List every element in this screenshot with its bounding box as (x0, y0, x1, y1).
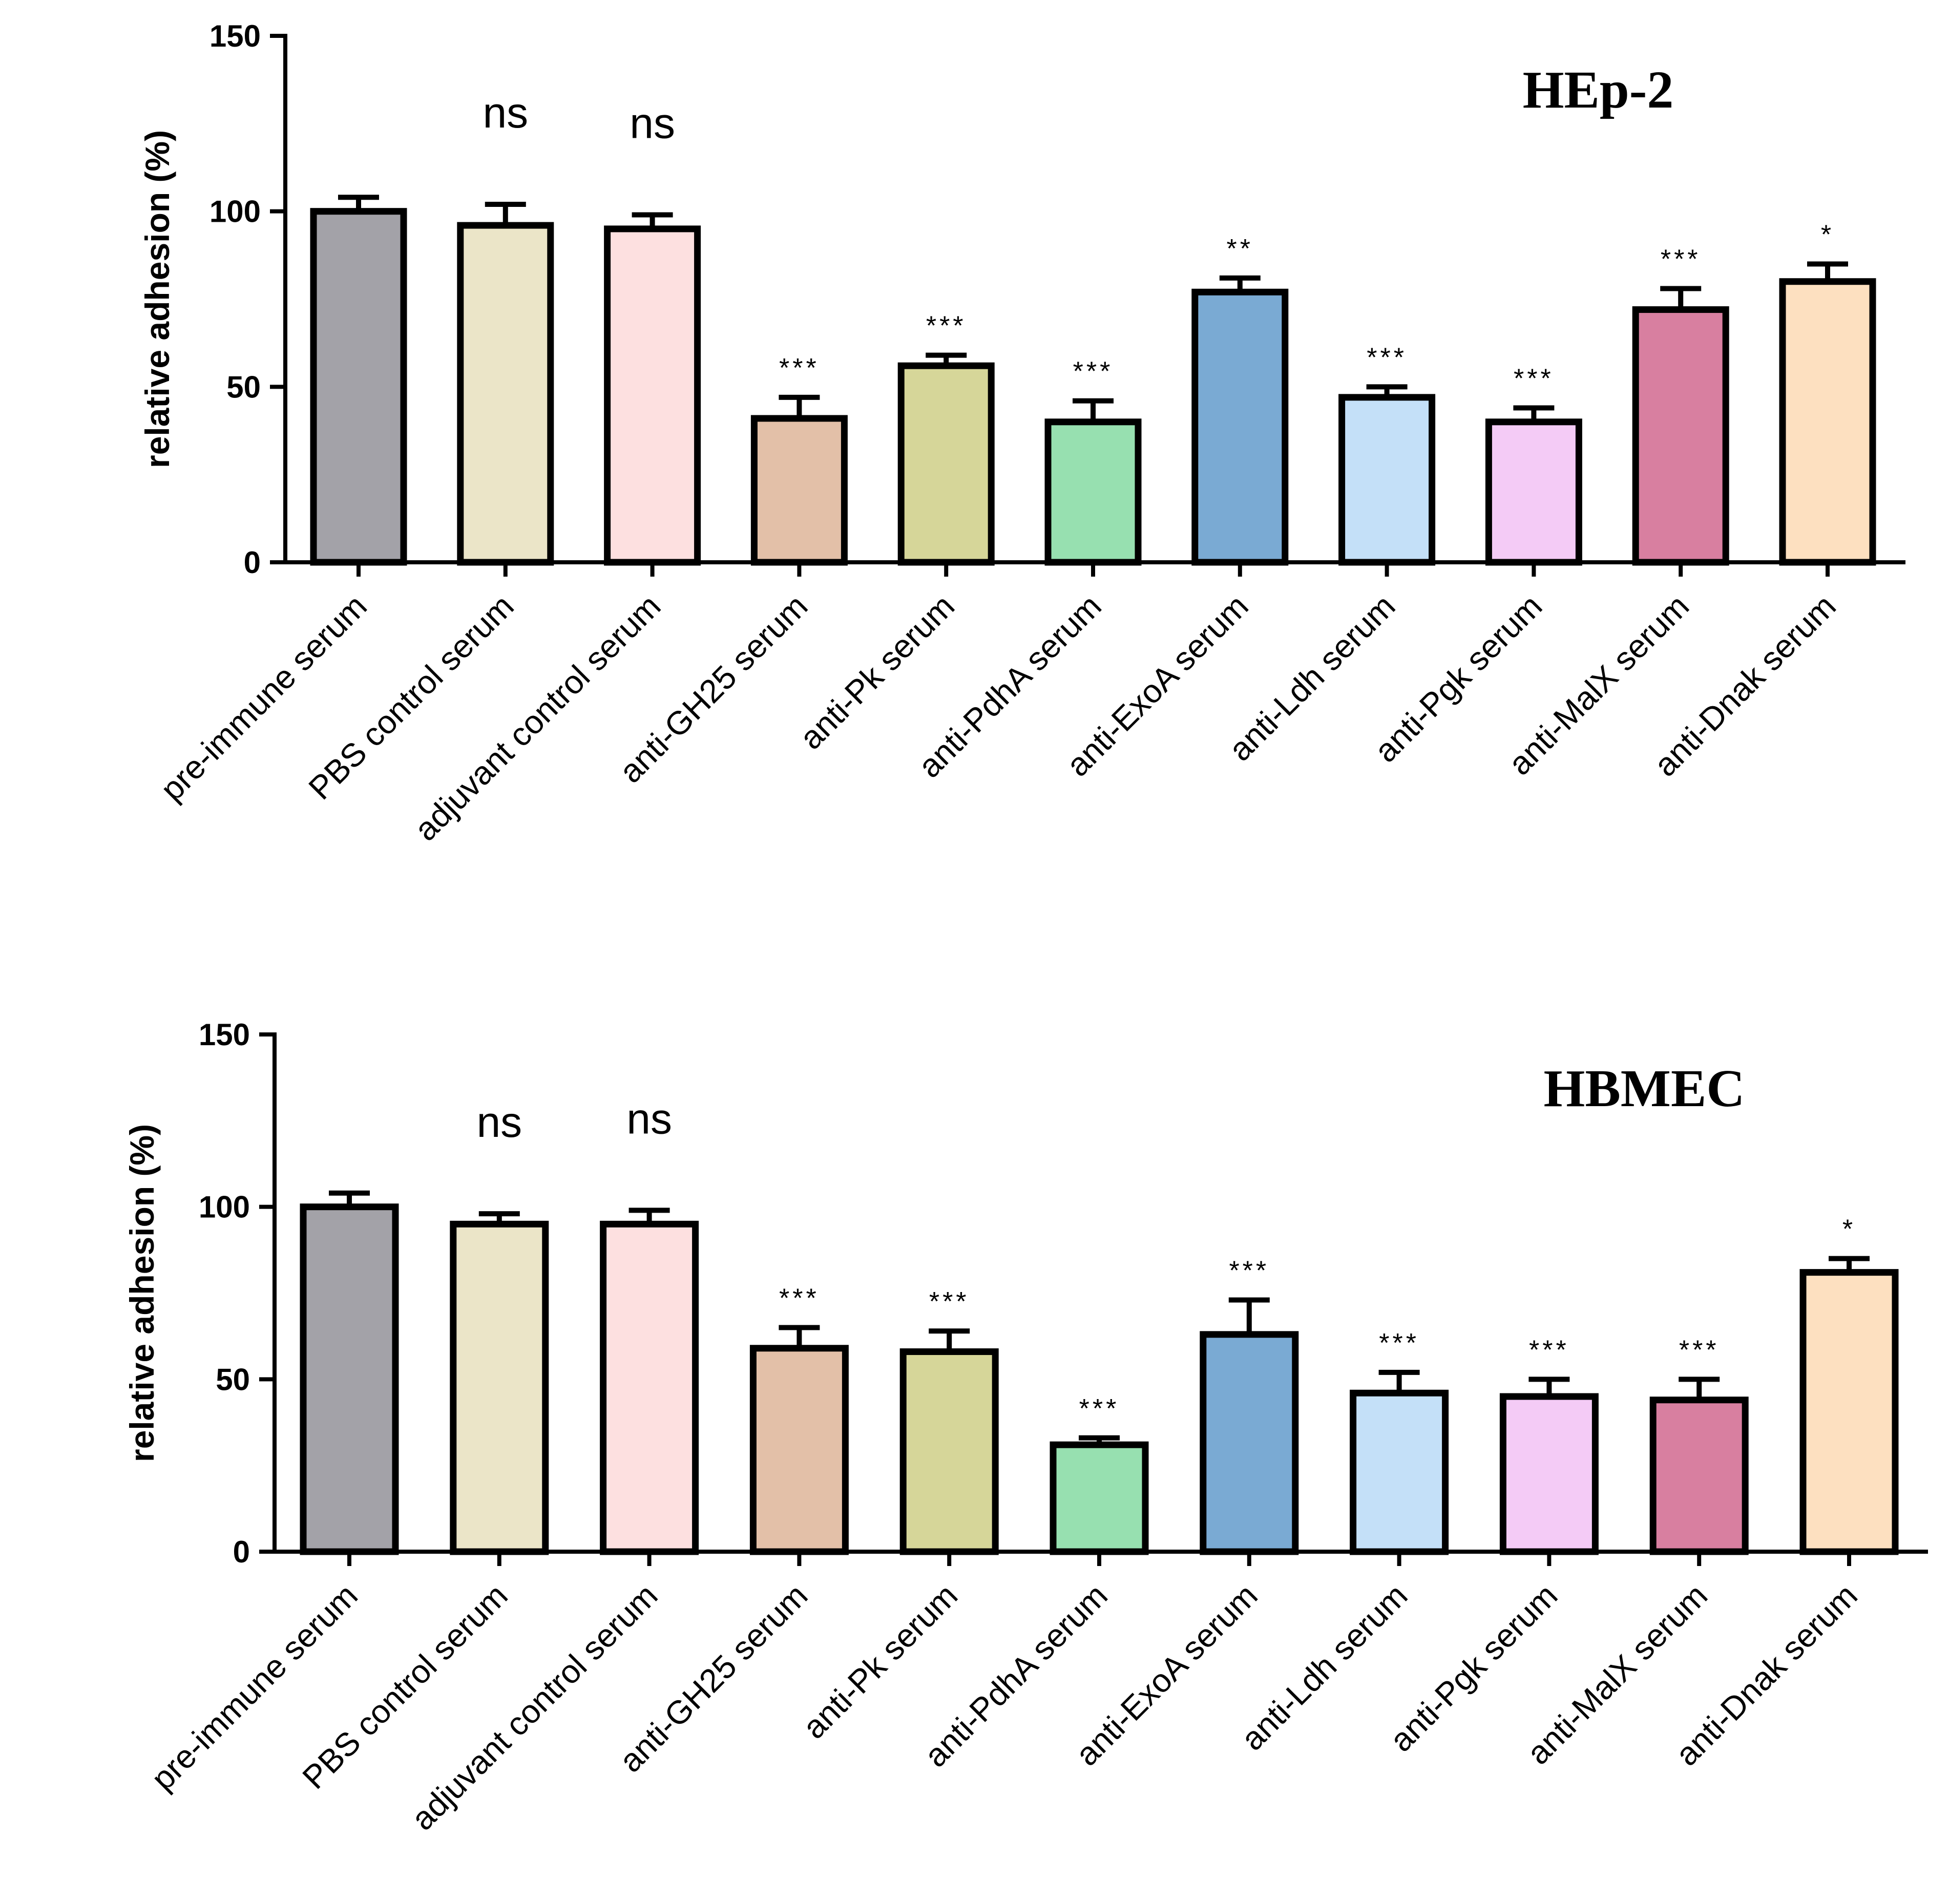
panel-title-0: HEp-2 (1523, 60, 1674, 119)
significance-label-0-3: *** (779, 353, 820, 383)
bar-1-6 (1200, 1331, 1299, 1555)
bar-1-8 (1499, 1393, 1599, 1555)
error-bar-0-2 (632, 212, 673, 229)
significance-label-0-2: ns (630, 99, 675, 147)
bar-1-5 (1050, 1441, 1149, 1555)
error-bar-0-4 (926, 352, 967, 366)
significance-label-0-4: *** (926, 311, 967, 341)
panel-title-1: HBMEC (1544, 1059, 1745, 1118)
bar-0-0 (310, 208, 407, 566)
significance-label-0-5: *** (1073, 357, 1114, 387)
x-tick-label-0-2: adjuvant control serum (407, 587, 668, 848)
bar-0-6 (1191, 288, 1289, 566)
bar-1-10 (1799, 1269, 1899, 1555)
error-bar-0-5 (1073, 398, 1114, 422)
bar-1-3 (749, 1345, 849, 1555)
y-tick-label-0-1: 50 (226, 370, 261, 404)
error-bar-1-1 (478, 1211, 520, 1224)
significance-label-1-5: *** (1079, 1394, 1120, 1424)
significance-label-0-9: *** (1661, 244, 1701, 274)
significance-label-1-1: ns (476, 1098, 522, 1146)
error-bar-1-2 (628, 1208, 670, 1224)
bar-0-2 (604, 225, 701, 566)
y-axis-title-1: relative adhesion (%) (123, 1124, 161, 1462)
bar-0-8 (1485, 418, 1582, 566)
bar-0-9 (1632, 306, 1729, 566)
error-bar-0-7 (1366, 384, 1408, 397)
x-tick-label-1-4: anti-Pk serum (795, 1577, 965, 1746)
significance-label-0-8: *** (1514, 364, 1554, 393)
y-tick-label-0-0: 0 (244, 545, 261, 580)
bar-0-4 (897, 362, 995, 566)
bar-1-0 (300, 1203, 399, 1555)
bar-1-2 (600, 1220, 699, 1555)
error-bar-1-9 (1679, 1377, 1720, 1400)
bar-0-10 (1779, 278, 1876, 566)
bar-0-5 (1044, 418, 1142, 566)
significance-label-0-1: ns (483, 89, 528, 137)
error-bar-1-7 (1378, 1369, 1420, 1393)
error-bar-1-5 (1079, 1435, 1120, 1445)
bar-1-1 (450, 1220, 549, 1555)
y-tick-label-0-2: 100 (209, 195, 261, 229)
y-tick-label-1-1: 50 (216, 1362, 250, 1397)
error-bar-0-6 (1219, 275, 1261, 292)
bar-1-4 (899, 1348, 999, 1555)
significance-label-0-7: *** (1367, 343, 1407, 372)
significance-label-0-10: * (1821, 220, 1834, 249)
significance-label-1-3: *** (779, 1283, 820, 1313)
bar-1-7 (1350, 1389, 1449, 1555)
y-tick-label-0-3: 150 (209, 19, 261, 53)
error-bar-0-0 (338, 195, 379, 211)
error-bar-1-10 (1829, 1256, 1870, 1273)
bar-0-7 (1338, 394, 1436, 566)
significance-label-1-8: *** (1529, 1335, 1569, 1365)
error-bar-0-9 (1660, 286, 1702, 310)
error-bar-0-8 (1513, 405, 1555, 422)
error-bar-1-0 (329, 1190, 370, 1207)
error-bar-0-1 (485, 201, 526, 226)
significance-label-1-2: ns (626, 1094, 672, 1143)
significance-label-1-10: * (1842, 1215, 1856, 1244)
y-tick-label-1-0: 0 (233, 1535, 250, 1569)
x-tick-label-1-2: adjuvant control serum (404, 1577, 665, 1837)
bar-0-1 (457, 222, 554, 566)
x-tick-label-0-4: anti-Pk serum (792, 587, 961, 756)
significance-label-0-6: ** (1227, 234, 1253, 264)
error-bar-1-3 (779, 1325, 820, 1348)
y-tick-label-1-3: 150 (199, 1018, 250, 1052)
error-bar-0-10 (1807, 261, 1848, 282)
bar-1-9 (1649, 1397, 1749, 1555)
significance-label-1-4: *** (929, 1287, 970, 1317)
error-bar-0-3 (779, 394, 820, 419)
error-bar-1-6 (1228, 1297, 1270, 1335)
y-axis-title-0: relative adhesion (%) (138, 130, 176, 468)
error-bar-1-4 (929, 1328, 970, 1352)
error-bar-1-8 (1528, 1377, 1570, 1397)
y-tick-label-1-2: 100 (199, 1190, 250, 1224)
significance-label-1-9: *** (1679, 1335, 1720, 1365)
bar-0-3 (750, 415, 848, 566)
significance-label-1-6: *** (1229, 1256, 1269, 1285)
significance-label-1-7: *** (1379, 1328, 1419, 1358)
